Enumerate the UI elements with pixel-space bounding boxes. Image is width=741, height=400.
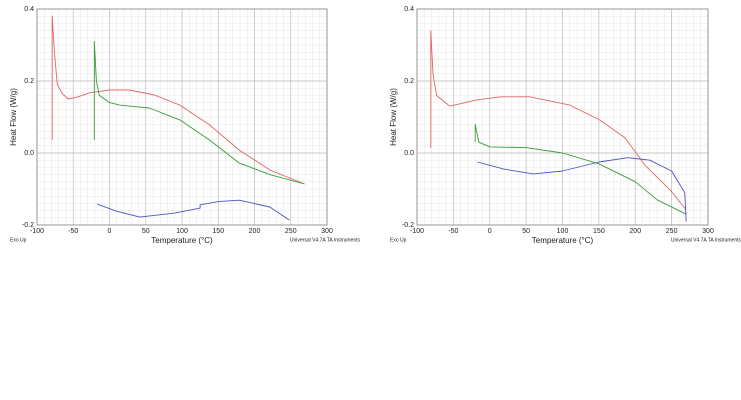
instrument-label: Universal V4.7A TA Instruments bbox=[671, 237, 741, 243]
x-tick-label: 0 bbox=[488, 228, 492, 235]
x-tick-label: 150 bbox=[212, 228, 224, 235]
x-tick-label: 100 bbox=[557, 228, 569, 235]
exo-label: Exo Up bbox=[390, 237, 407, 243]
y-tick-label: -0.2 bbox=[22, 222, 34, 229]
y-axis-title: Heat Flow (W/g) bbox=[389, 88, 398, 146]
exo-label: Exo Up bbox=[10, 237, 27, 243]
y-tick-label: -0.2 bbox=[402, 222, 414, 229]
x-tick-label: 300 bbox=[702, 228, 714, 235]
chart-panel: -100 -50 0 50 100 150 200 250 300 -0.2 0.0 0.2 0.4 Te… bbox=[389, 6, 741, 245]
x-tick-label: 0 bbox=[108, 228, 112, 235]
x-tick-label: -50 bbox=[448, 228, 458, 235]
chart-panel: -100 -50 0 50 100 150 200 250 300 -0.2 0.0 0.2 0.4 Te… bbox=[9, 6, 360, 245]
plot-frame bbox=[36, 8, 328, 226]
series-line bbox=[97, 199, 290, 221]
x-tick-label: 50 bbox=[142, 228, 150, 235]
x-tick-label: 100 bbox=[176, 228, 188, 235]
y-tick-label: 0.0 bbox=[24, 150, 34, 157]
x-axis-title: Temperature (°C) bbox=[532, 236, 594, 245]
x-tick-label: -100 bbox=[410, 228, 424, 235]
y-tick-label: 0.4 bbox=[404, 6, 414, 13]
series-line bbox=[474, 123, 687, 215]
x-axis-title: Temperature (°C) bbox=[151, 236, 213, 245]
y-tick-label: 0.2 bbox=[404, 78, 414, 85]
x-tick-label: -100 bbox=[30, 228, 44, 235]
y-axis-title: Heat Flow (W/g) bbox=[9, 88, 18, 146]
x-tick-label: 150 bbox=[593, 228, 605, 235]
y-tick-label: 0.2 bbox=[24, 78, 34, 85]
x-tick-label: -50 bbox=[68, 228, 78, 235]
series-line bbox=[51, 15, 305, 185]
plot-frame bbox=[416, 8, 709, 226]
instrument-label: Universal V4.7A TA Instruments bbox=[290, 237, 361, 243]
x-tick-label: 200 bbox=[629, 228, 641, 235]
series-line bbox=[93, 40, 305, 185]
series-line bbox=[477, 157, 687, 222]
x-tick-label: 300 bbox=[321, 228, 333, 235]
x-tick-label: 250 bbox=[666, 228, 678, 235]
series-line bbox=[430, 30, 687, 211]
y-tick-label: 0.4 bbox=[24, 6, 34, 13]
x-tick-label: 50 bbox=[522, 228, 530, 235]
x-tick-label: 200 bbox=[249, 228, 261, 235]
x-tick-label: 250 bbox=[285, 228, 297, 235]
y-tick-label: 0.0 bbox=[404, 150, 414, 157]
